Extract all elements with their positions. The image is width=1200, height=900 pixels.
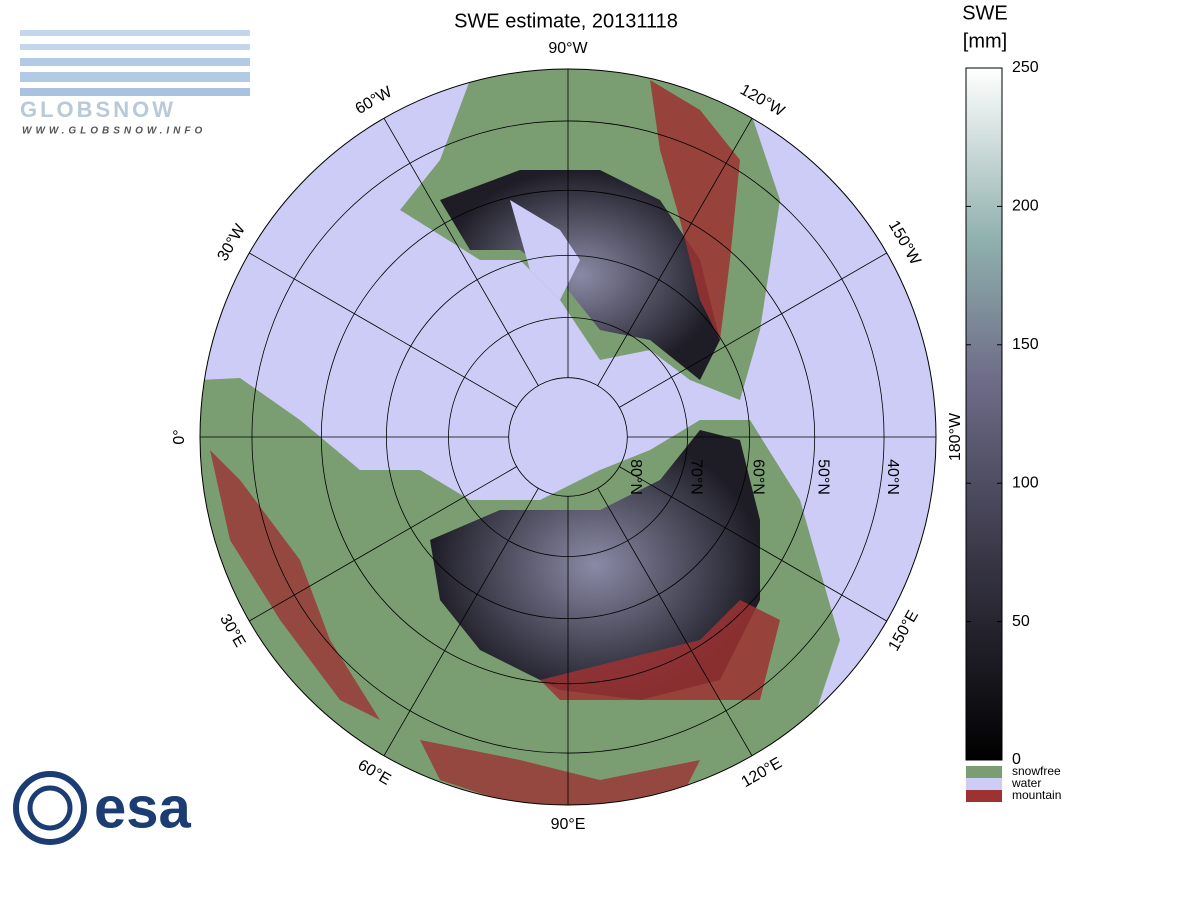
colorbar-tick-label: 100 — [1012, 474, 1039, 491]
legend-swatch — [966, 778, 1002, 790]
colorbar-title: [mm] — [963, 30, 1007, 52]
hudson-bay — [510, 200, 580, 300]
rockies-mountain — [650, 80, 740, 340]
meridian-label: 60°W — [353, 83, 396, 118]
globsnow-logo: GLOBSNOW WWW.GLOBSNOW.INFO — [20, 30, 250, 137]
eurasia-snow — [430, 430, 760, 700]
legend-label: mountain — [1012, 788, 1061, 802]
parallel-label: 70°N — [687, 459, 704, 495]
colorbar-tick-label: 50 — [1012, 613, 1030, 630]
colorbar-tick-label: 200 — [1012, 198, 1039, 215]
esa-logo: esa — [13, 771, 192, 845]
colorbar-title: SWE — [962, 2, 1008, 24]
legend-label: water — [1011, 776, 1041, 790]
parallel-label: 40°N — [884, 459, 901, 495]
meridian-label: 30°W — [215, 221, 250, 264]
meridian-label: 30°E — [216, 612, 248, 651]
meridian-label: 60°E — [355, 757, 394, 789]
globsnow-url: WWW.GLOBSNOW.INFO — [22, 126, 206, 137]
colorbar-tick-label: 0 — [1012, 751, 1021, 768]
meridian-line — [383, 118, 539, 386]
parallel-label: 50°N — [814, 459, 831, 495]
north-america-snow — [440, 170, 720, 380]
meridian-label: 180°W — [947, 412, 964, 461]
legend-swatch — [966, 790, 1002, 802]
colorbar-tick-label: 250 — [1012, 59, 1039, 76]
meridian-line — [619, 252, 887, 408]
meridian-label: 90°E — [551, 816, 586, 833]
meridian-label: 0° — [171, 429, 188, 444]
globsnow-name: GLOBSNOW — [20, 97, 176, 122]
meridian-line — [597, 118, 753, 386]
europe-mountain — [210, 450, 380, 720]
colorbar — [965, 67, 1003, 761]
meridian-label: 150°E — [885, 608, 922, 654]
meridian-label: 120°E — [739, 754, 785, 791]
esa-name: esa — [94, 775, 192, 840]
meridian-line — [249, 252, 517, 408]
meridian-line — [619, 466, 887, 622]
legend-swatch — [966, 766, 1002, 778]
parallel-label: 80°N — [627, 459, 644, 495]
map-title: SWE estimate, 20131118 — [454, 10, 678, 32]
meridian-line — [597, 488, 753, 756]
colorbar-tick-label: 150 — [1012, 336, 1039, 353]
legend-label: snowfree — [1012, 764, 1061, 778]
map-disk — [200, 69, 936, 805]
eurasia-mountain — [540, 600, 780, 700]
meridian-line — [383, 488, 539, 756]
meridian-label: 90°W — [548, 40, 588, 57]
meridian-line — [249, 466, 517, 622]
parallel-label: 60°N — [749, 459, 766, 495]
